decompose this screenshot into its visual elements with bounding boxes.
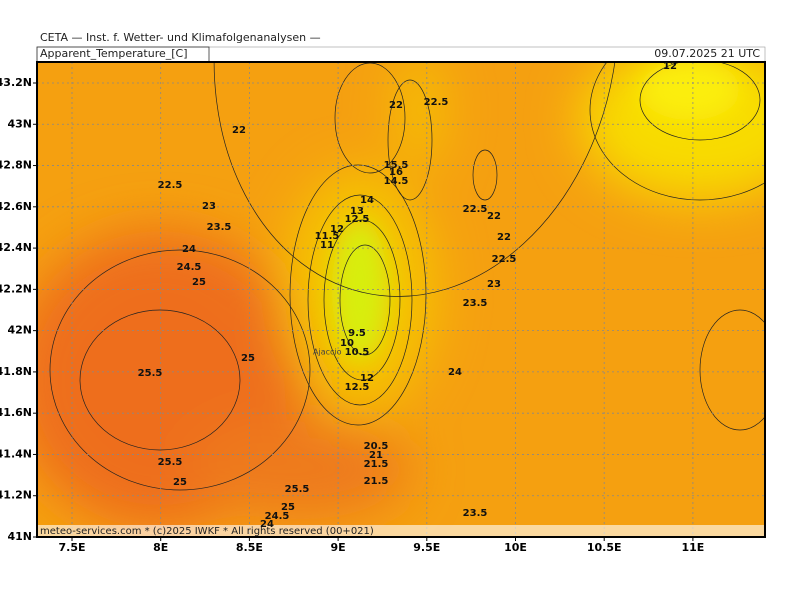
lon-label: 10E [504,541,527,554]
contour-label: 23.5 [463,508,488,519]
contour-label: 22 [232,125,246,136]
footer: meteo-services.com * (c)2025 IWKF * All … [40,526,374,537]
contour-label: 20.5 [364,441,389,452]
contour-label: 25 [192,277,206,288]
lat-label: 42.6N [0,200,32,213]
lat-label: 41.8N [0,365,32,378]
contour-label: 13 [350,206,364,217]
lon-label: 9E [331,541,346,554]
lon-label: 8.5E [236,541,263,554]
contour-label: 10 [340,338,354,349]
contour-label: 23.5 [207,222,232,233]
contour-label: 12 [330,224,344,235]
contour-label: 25.5 [158,457,183,468]
lat-label: 41.2N [0,489,32,502]
contour-label: 25.5 [285,484,310,495]
contour-label: 22.5 [424,97,449,108]
contour-label: 25 [241,353,255,364]
contour-label: 25 [173,477,187,488]
header-title: CETA — Inst. f. Wetter- und Klimafolgena… [40,31,321,44]
place-label: Ajaccio [313,348,342,357]
lat-label: 42N [7,324,32,337]
lat-label: 42.4N [0,241,32,254]
contour-label: 14.5 [384,176,409,187]
contour-label: 12 [360,373,374,384]
lat-label: 43.2N [0,76,32,89]
contour-label: 24 [448,367,462,378]
lon-label: 9.5E [413,541,440,554]
contour-label: 22 [389,100,403,111]
contour-label: 24 [260,519,274,530]
field [37,62,765,537]
lon-label: 7.5E [58,541,85,554]
contour-label: 25 [281,502,295,513]
contour-label: 12 [663,61,677,72]
footer-bar [38,525,764,536]
contour-label: 12.5 [345,214,370,225]
lat-label: 41.6N [0,406,32,419]
contour-label: 21.5 [364,476,389,487]
contour-label: 12.5 [345,382,370,393]
lon-label: 11E [681,541,704,554]
lon-label: 10.5E [587,541,622,554]
lat-label: 43N [7,117,32,130]
variable-label: Apparent_Temperature_[C] [40,47,188,60]
lat-label: 42.8N [0,159,32,172]
contour-label: 11 [320,240,334,251]
contour-label: 21 [369,450,383,461]
lat-label: 42.2N [0,282,32,295]
contour-label: 22.5 [158,180,183,191]
contour-label: 24 [182,244,196,255]
map-frame [36,61,766,538]
lon-label: 8E [153,541,168,554]
contour-label: 14 [360,195,374,206]
contour-label: 25.5 [138,368,163,379]
contour-label: 9.5 [348,328,366,339]
contour-label: 24.5 [177,262,202,273]
contour-label: 21.5 [364,459,389,470]
contour-label: 23.5 [463,298,488,309]
contour-label: 22.5 [463,204,488,215]
contour-label: 23 [202,201,216,212]
contour-label: 24.5 [265,511,290,522]
contour-label: 10.5 [345,347,370,358]
contour-label: 22 [497,232,511,243]
contours [49,62,765,491]
lat-label: 41.4N [0,447,32,460]
grid [33,62,765,541]
contour-label: 22.5 [492,254,517,265]
valid-time: 09.07.2025 21 UTC [654,47,760,60]
contour-label: 15.5 [384,160,409,171]
contour-label: 22 [487,211,501,222]
contour-label: 23 [487,279,501,290]
contour-label: 16 [389,167,403,178]
lat-label: 41N [7,530,32,543]
contour-label: 11.5 [315,231,340,242]
